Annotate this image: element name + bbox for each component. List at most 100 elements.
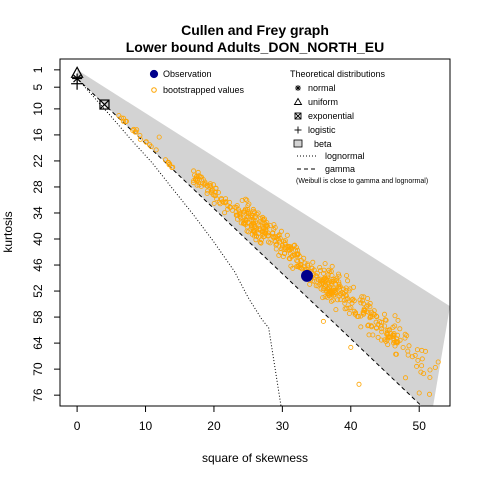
bootstrap-point [197,174,203,180]
bootstrap-point [341,297,347,303]
bootstrap-point [310,259,316,265]
legend-logistic-label: logistic [308,125,336,135]
bootstrap-point [245,229,251,235]
bootstrap-point [416,390,422,396]
bootstrap-point [329,263,335,269]
y-axis: 1 5 10 16 22 28 34 40 46 52 58 64 70 76 [31,66,60,402]
bootstrap-point [364,303,370,309]
bootstrap-point [384,330,390,336]
observation-point [301,269,313,282]
bootstrap-point [250,218,256,224]
bootstrap-point [336,273,342,279]
x-axis: 0 10 20 30 40 50 [74,406,426,433]
bootstrap-point [294,258,300,264]
bootstrap-point [379,329,385,335]
bootstrap-point [362,308,368,314]
bootstrap-point [365,322,371,328]
bootstrap-point [132,129,138,135]
bootstrap-point [213,196,219,202]
bootstrap-point [346,310,352,316]
bootstrap-point [337,284,343,290]
bootstrap-point [379,326,385,332]
bootstrap-point [253,237,259,243]
bootstrap-point [315,283,321,289]
bootstrap-point [294,263,300,269]
exponential-point [99,99,110,110]
bootstrap-point [344,273,350,279]
bootstrap-point [290,265,296,271]
bootstrap-point [282,251,288,257]
bootstrap-point [240,220,246,226]
bootstrap-point [350,296,356,302]
bootstrap-point [250,228,256,234]
bootstrap-point [418,369,424,375]
bootstrap-point [285,243,291,249]
bootstrap-point [276,252,282,258]
bootstrap-point [391,340,397,346]
bootstrap-point [277,239,283,245]
bootstrap-point [260,224,266,230]
bootstrap-point [356,381,362,387]
legend-uniform-marker [293,97,303,105]
bootstrap-point [162,157,168,163]
bootstrap-point [322,294,328,300]
bootstrap-point [346,288,352,294]
bootstrap-point [385,342,391,348]
legend-observation-marker [149,69,159,79]
bootstrap-point [330,278,336,284]
bootstrap-point [320,270,326,276]
legend-beta-marker [293,139,303,148]
bootstrap-point [166,160,172,166]
bootstrap-point [190,180,196,186]
x-tick-label: 40 [344,419,358,433]
bootstrap-point [358,313,364,319]
y-tick-label: 28 [31,180,45,194]
bootstrap-point [153,147,159,153]
plot-frame [59,58,451,407]
bootstrap-point [222,210,228,216]
bootstrap-point [245,206,251,212]
bootstrap-point [427,367,433,373]
bootstrap-point [137,136,143,142]
x-tick-label: 20 [207,419,221,433]
bootstrap-point [249,213,255,219]
bootstrap-point [260,220,266,226]
bootstrap-point [365,302,371,308]
bootstrap-point [244,197,250,203]
legend-uniform-label: uniform [308,97,338,107]
bootstrap-point [307,281,313,287]
bootstrap-point [249,214,255,220]
bootstrap-point [118,115,124,121]
y-tick-label: 52 [31,284,45,298]
bootstrap-point [327,269,333,275]
bootstrap-point [143,139,149,145]
y-tick-label: 64 [31,336,45,350]
logistic-point [71,77,84,90]
bootstrap-point [432,364,438,370]
bootstrap-point [412,352,418,358]
bootstrap-point [339,289,345,295]
y-tick-label: 40 [31,232,45,246]
bootstrap-point [167,161,173,167]
bootstrap-point [314,274,320,280]
legend-theoretical-title: Theoretical distributions [290,69,386,79]
bootstrap-point [402,375,408,381]
legend-gamma-label: gamma [325,164,355,174]
bootstrap-point [382,337,388,343]
bootstrap-point [297,261,303,267]
bootstrap-point [282,240,288,246]
bootstrap-point [210,192,216,198]
bootstrap-point [378,319,384,325]
bootstrap-point [241,209,247,215]
bootstrap-point [395,339,401,345]
bootstrap-point [391,330,397,336]
legend-bootstrap-label: bootstrapped values [163,85,245,95]
bootstrap-point [301,255,307,261]
bootstrap-point [385,334,391,340]
bootstrap-point [368,323,374,329]
bootstrap-point [322,283,328,289]
bootstrap-point [309,265,315,271]
legend-exponential-marker [294,112,302,120]
bootstrap-point [228,204,234,210]
